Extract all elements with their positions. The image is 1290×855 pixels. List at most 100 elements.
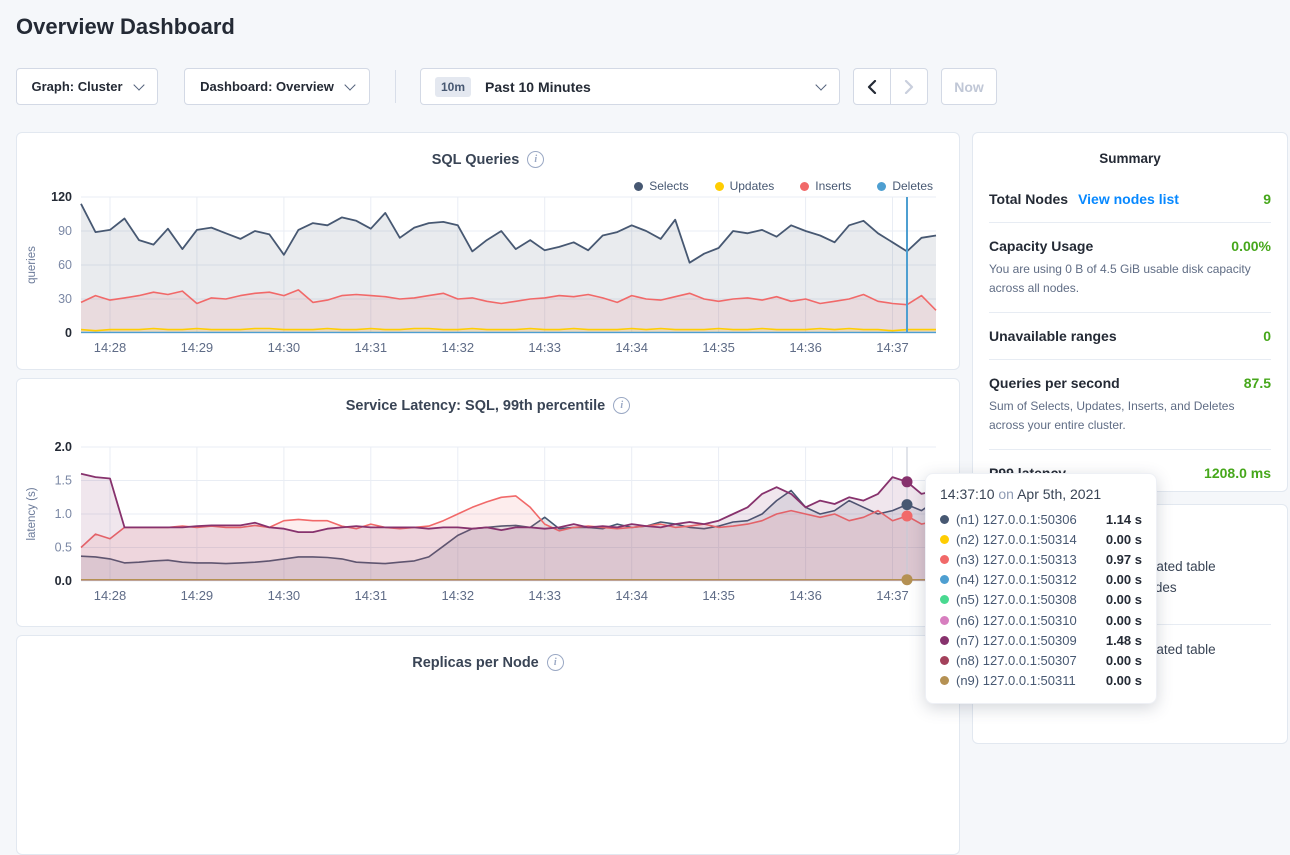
svg-text:2.0: 2.0 <box>55 440 72 454</box>
time-range-badge: 10m <box>435 77 471 97</box>
capacity-value: 0.00% <box>1231 238 1271 254</box>
tooltip-rows: (n1) 127.0.0.1:503061.14 s (n2) 127.0.0.1… <box>940 509 1142 691</box>
tooltip-row: (n7) 127.0.0.1:50309 1.48 s <box>940 630 1142 650</box>
node-color-dot <box>940 656 949 665</box>
node-address: (n5) 127.0.0.1:50308 <box>956 592 1077 607</box>
node-latency-value: 1.48 s <box>1106 633 1142 648</box>
summary-row-total-nodes: Total Nodes View nodes list 9 <box>989 176 1271 222</box>
unavailable-ranges-label: Unavailable ranges <box>989 328 1117 344</box>
total-nodes-value: 9 <box>1263 191 1271 207</box>
node-color-dot <box>940 595 949 604</box>
qps-subtext: Sum of Selects, Updates, Inserts, and De… <box>989 397 1271 434</box>
node-color-dot <box>940 616 949 625</box>
dashboard-dropdown-label: Dashboard: Overview <box>200 79 334 94</box>
svg-text:14:30: 14:30 <box>268 340 301 355</box>
chevron-right-icon <box>904 80 914 94</box>
replicas-title-text: Replicas per Node <box>412 655 539 671</box>
service-latency-chart[interactable]: 14:2814:2914:3014:3114:3214:3314:3414:35… <box>17 435 961 626</box>
tooltip-row: (n6) 127.0.0.1:50310 0.00 s <box>940 610 1142 630</box>
node-color-dot <box>940 676 949 685</box>
tooltip-on: on <box>998 486 1014 502</box>
svg-text:14:33: 14:33 <box>528 588 561 603</box>
svg-text:0.5: 0.5 <box>55 541 72 555</box>
svg-text:14:31: 14:31 <box>355 588 388 603</box>
summary-row-unavailable: Unavailable ranges 0 <box>989 312 1271 359</box>
node-address: (n9) 127.0.0.1:50311 <box>956 673 1076 688</box>
now-button[interactable]: Now <box>941 68 997 105</box>
tooltip-row: (n1) 127.0.0.1:503061.14 s <box>940 509 1142 529</box>
node-latency-value: 0.00 s <box>1106 613 1142 628</box>
svg-text:queries: queries <box>26 246 38 284</box>
controls-divider <box>395 70 396 103</box>
info-icon[interactable]: i <box>527 151 544 168</box>
svg-text:14:36: 14:36 <box>789 340 822 355</box>
svg-text:14:34: 14:34 <box>615 588 648 603</box>
svg-text:0: 0 <box>65 326 72 340</box>
tooltip-date: Apr 5th, 2021 <box>1017 486 1101 502</box>
sql-queries-panel: SQL Queries i SelectsUpdatesInsertsDelet… <box>16 132 960 370</box>
graph-dropdown-label: Graph: Cluster <box>31 79 122 94</box>
svg-text:14:28: 14:28 <box>94 340 127 355</box>
node-address: (n3) 127.0.0.1:50313 <box>956 552 1077 567</box>
replicas-panel: Replicas per Node i <box>16 635 960 855</box>
sql-queries-chart[interactable]: 14:2814:2914:3014:3114:3214:3314:3414:35… <box>17 187 961 378</box>
graph-dropdown[interactable]: Graph: Cluster <box>16 68 158 105</box>
time-step-group <box>853 68 928 105</box>
next-button[interactable] <box>890 68 928 105</box>
node-color-dot <box>940 535 949 544</box>
node-address: (n7) 127.0.0.1:50309 <box>956 633 1077 648</box>
dashboard-dropdown[interactable]: Dashboard: Overview <box>184 68 370 105</box>
service-latency-title-text: Service Latency: SQL, 99th percentile <box>346 398 606 414</box>
summary-panel: Summary Total Nodes View nodes list 9 Ca… <box>972 132 1288 492</box>
tooltip-time: 14:37:10 <box>940 486 995 502</box>
tooltip-row: (n5) 127.0.0.1:50308 0.00 s <box>940 590 1142 610</box>
chevron-down-icon <box>344 79 355 90</box>
svg-text:120: 120 <box>51 190 72 204</box>
tooltip-row: (n3) 127.0.0.1:503130.97 s <box>940 549 1142 569</box>
summary-heading: Summary <box>973 133 1287 166</box>
tooltip-row: (n8) 127.0.0.1:503070.00 s <box>940 650 1142 670</box>
time-range-selector[interactable]: 10m Past 10 Minutes <box>420 68 840 105</box>
node-latency-value: 0.00 s <box>1106 592 1142 607</box>
svg-text:14:37: 14:37 <box>876 588 909 603</box>
svg-text:latency (s): latency (s) <box>26 487 38 540</box>
node-address: (n1) 127.0.0.1:50306 <box>956 512 1077 527</box>
svg-text:14:34: 14:34 <box>615 340 648 355</box>
unavailable-ranges-value: 0 <box>1263 328 1271 344</box>
svg-text:14:31: 14:31 <box>355 340 388 355</box>
tooltip-row: (n9) 127.0.0.1:503110.00 s <box>940 671 1142 691</box>
node-color-dot <box>940 555 949 564</box>
info-icon[interactable]: i <box>547 654 564 671</box>
node-address: (n2) 127.0.0.1:50314 <box>956 532 1077 547</box>
service-latency-title: Service Latency: SQL, 99th percentile i <box>17 379 959 414</box>
svg-text:14:29: 14:29 <box>181 340 214 355</box>
total-nodes-label: Total Nodes <box>989 191 1068 207</box>
node-latency-value: 0.00 s <box>1106 653 1142 668</box>
view-nodes-list-link[interactable]: View nodes list <box>1078 191 1179 207</box>
chevron-down-icon <box>133 79 144 90</box>
svg-text:30: 30 <box>58 292 72 306</box>
node-latency-value: 0.00 s <box>1106 572 1142 587</box>
svg-text:14:35: 14:35 <box>702 340 735 355</box>
qps-label: Queries per second <box>989 375 1120 391</box>
node-color-dot <box>940 515 949 524</box>
node-latency-value: 0.00 s <box>1106 532 1142 547</box>
p99-value: 1208.0 ms <box>1204 465 1271 481</box>
svg-text:14:28: 14:28 <box>94 588 127 603</box>
svg-text:14:37: 14:37 <box>876 340 909 355</box>
sql-queries-title: SQL Queries i <box>17 133 959 168</box>
sql-queries-title-text: SQL Queries <box>432 152 520 168</box>
svg-text:0.0: 0.0 <box>55 574 72 588</box>
prev-button[interactable] <box>853 68 891 105</box>
node-color-dot <box>940 575 949 584</box>
node-color-dot <box>940 636 949 645</box>
svg-text:14:32: 14:32 <box>442 340 475 355</box>
info-icon[interactable]: i <box>613 397 630 414</box>
svg-text:14:29: 14:29 <box>181 588 214 603</box>
summary-row-qps: Queries per second 87.5 Sum of Selects, … <box>989 359 1271 449</box>
tooltip-timestamp: 14:37:10 on Apr 5th, 2021 <box>940 486 1142 502</box>
qps-value: 87.5 <box>1244 375 1271 391</box>
node-address: (n6) 127.0.0.1:50310 <box>956 613 1077 628</box>
svg-text:14:32: 14:32 <box>442 588 475 603</box>
summary-row-capacity: Capacity Usage 0.00% You are using 0 B o… <box>989 222 1271 312</box>
